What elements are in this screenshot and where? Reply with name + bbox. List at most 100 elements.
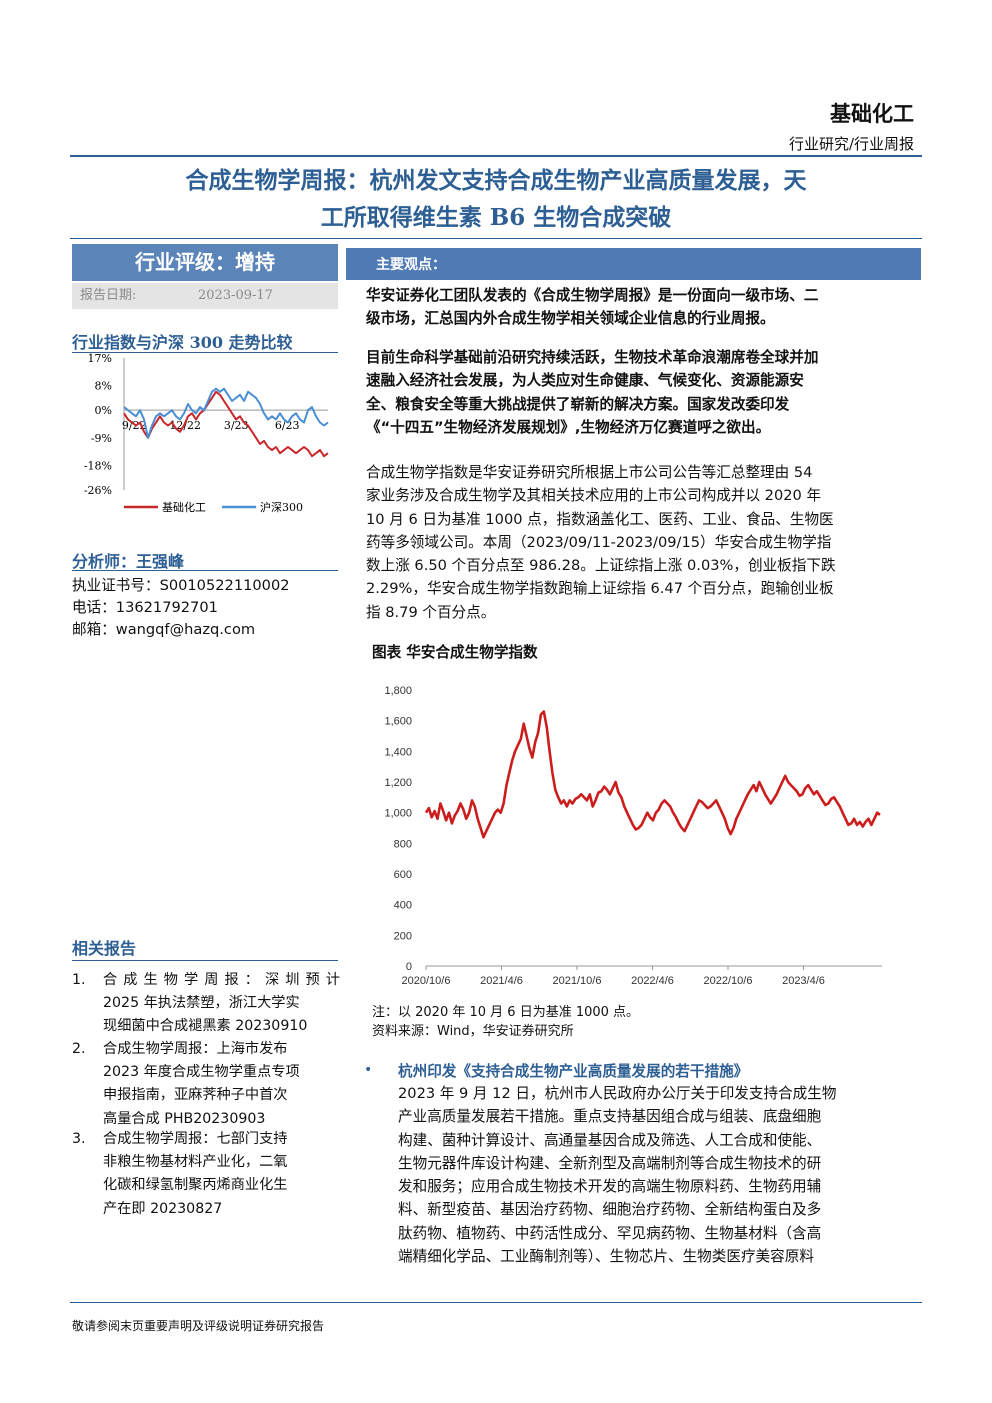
mini-y-tick-label: 17% bbox=[88, 352, 112, 365]
related-report-line: 现细菌中合成褪黑素 20230910 bbox=[103, 1018, 308, 1035]
text-line: 华安证券化工团队发表的《合成生物学周报》是一份面向一级市场、二 bbox=[366, 287, 819, 304]
text-line: 全、粮食安全等重大挑战提供了崭新的解决方案。国家发改委印发 bbox=[366, 395, 790, 413]
title-rule bbox=[70, 238, 922, 239]
text-line: 生物元器件库设计构建、全新剂型及高端制剂等合成生物技术的研 bbox=[398, 1154, 822, 1172]
industry-vs-csi300-chart: 17%8%0%-9%-18%-26% 9/22 12/22 3/23 6/23 基础化… bbox=[84, 352, 329, 514]
text-line: 指 8.79 个百分点。 bbox=[366, 603, 496, 621]
text-line: 药等多领域公司。本周（2023/09/11-2023/09/15）华安合成生物学… bbox=[366, 533, 832, 551]
analyst-rule bbox=[72, 570, 338, 571]
synbio-index-chart: 1,800 1,600 1,400 1,200 1,000 800 600 400 200 0 2… bbox=[384, 685, 882, 987]
mini-y-tick-label: -9% bbox=[91, 432, 112, 445]
main-y-tick-label: 0 bbox=[406, 961, 412, 973]
related-report-item[interactable]: 3. 合成生物学周报：七部门支持 非粮生物基材料产业化，二氧 化碳和绿氢制聚丙烯… bbox=[72, 1128, 340, 1221]
main-y-tick-label: 1,000 bbox=[384, 808, 412, 820]
related-report-line: 化碳和绿氢制聚丙烯商业化生 bbox=[103, 1177, 288, 1194]
background-paragraph: 目前生命科学基础前沿研究持续活跃，生物技术革命浪潮席卷全球并加 速融入经济社会发… bbox=[366, 346, 912, 439]
rating-badge: 行业评级：增持 bbox=[72, 244, 338, 281]
related-report-number: 1. bbox=[72, 972, 86, 988]
csi300-line bbox=[123, 387, 329, 439]
report-date-bar: 报告日期: 2023-09-17 bbox=[72, 283, 338, 309]
main-y-tick-label: 200 bbox=[394, 930, 412, 942]
main-x-tick-label: 2021/4/6 bbox=[480, 975, 523, 987]
main-x-tick-label: 2020/10/6 bbox=[402, 975, 451, 987]
main-y-tick-label: 1,400 bbox=[384, 746, 412, 758]
related-report-line: 合成生物学周报：深圳预计 bbox=[103, 972, 340, 988]
text-line: 速融入经济社会发展，为人类应对生命健康、气候变化、资源能源安 bbox=[366, 372, 804, 390]
bullet-icon: • bbox=[364, 1062, 373, 1078]
mini-y-tick-label: -18% bbox=[84, 459, 112, 472]
date-label: 报告日期: bbox=[80, 288, 137, 303]
figure-source: 资料来源：Wind，华安证券研究所 bbox=[372, 1024, 574, 1039]
date-value: 2023-09-17 bbox=[198, 288, 273, 303]
text-line: 《“十四五”生物经济发展规划》,生物经济万亿赛道呼之欲出。 bbox=[366, 418, 771, 436]
related-report-line: 2025 年执法禁塑，浙江大学实 bbox=[103, 995, 300, 1012]
main-y-tick-label: 1,600 bbox=[384, 716, 412, 728]
related-rule bbox=[72, 960, 338, 961]
news-heading: 杭州印发《支持合成生物产业高质量发展的若干措施》 bbox=[398, 1063, 749, 1080]
analyst-email: 邮箱：wangqf@hazq.com bbox=[72, 621, 256, 638]
main-y-tick-label: 800 bbox=[394, 838, 412, 850]
related-reports-heading: 相关报告 bbox=[72, 939, 137, 958]
legend-label-industry: 基础化工 bbox=[162, 500, 206, 514]
text-line: 家业务涉及合成生物学及其相关技术应用的上市公司构成并以 2020 年 bbox=[366, 487, 822, 505]
text-line: 目前生命科学基础前沿研究持续活跃，生物技术革命浪潮席卷全球并加 bbox=[366, 349, 819, 366]
main-x-tick-label: 2023/4/6 bbox=[782, 975, 825, 987]
mini-x-tick-label: 6/23 bbox=[275, 419, 300, 432]
analyst-heading: 分析师：王强峰 bbox=[72, 552, 185, 571]
industry-index-line bbox=[123, 390, 329, 458]
text-line: 料、新型疫苗、基因治疗药物、细胞治疗药物、全新结构蛋白及多 bbox=[398, 1201, 822, 1219]
mini-legend: 基础化工 沪深300 bbox=[124, 500, 303, 514]
index-paragraph: 合成生物学指数是华安证券研究所根据上市公司公告等汇总整理由 54 家业务涉及合成… bbox=[366, 461, 912, 624]
industry-label: 基础化工 bbox=[830, 101, 914, 126]
related-report-line: 合成生物学周报：上海市发布 bbox=[103, 1041, 288, 1057]
related-report-item[interactable]: 1. 合成生物学周报：深圳预计 2025 年执法禁塑，浙江大学实 现细菌中合成褪… bbox=[72, 969, 340, 1039]
related-report-line: 非粮生物基材料产业化，二氧 bbox=[103, 1154, 288, 1171]
figure-note: 注：以 2020 年 10 月 6 日为基准 1000 点。 bbox=[372, 1005, 640, 1020]
main-x-tick-label: 2022/10/6 bbox=[704, 975, 753, 987]
main-x-tick-label: 2022/4/6 bbox=[631, 975, 674, 987]
main-y-tick-label: 400 bbox=[394, 900, 412, 912]
report-type: 行业研究/行业周报 bbox=[788, 135, 914, 153]
related-report-number: 3. bbox=[72, 1131, 86, 1147]
text-line: 数上涨 6.50 个百分点至 986.28。上证综指上涨 0.03%，创业板指下… bbox=[366, 557, 836, 575]
text-line: 产业高质量发展若干措施。重点支持基因组合成与组装、底盘细胞 bbox=[398, 1108, 822, 1126]
text-line: 肽药物、植物药、中药活性成分、罕见病药物、生物基材料（含高 bbox=[398, 1224, 822, 1242]
mini-y-tick-label: 8% bbox=[95, 380, 112, 393]
key-views-bar: 主要观点： bbox=[346, 248, 921, 280]
main-y-tick-label: 1,200 bbox=[384, 777, 412, 789]
figure-title: 图表 华安合成生物学指数 bbox=[372, 644, 538, 661]
related-report-line: 高量合成 PHB20230903 bbox=[103, 1110, 266, 1127]
mini-chart-title: 行业指数与沪深 300 走势比较 bbox=[72, 333, 293, 352]
text-line: 10 月 6 日为基准 1000 点，指数涵盖化工、医药、工业、食品、生物医 bbox=[366, 510, 834, 528]
main-y-tick-label: 1,800 bbox=[384, 685, 412, 697]
mini-y-tick-label: -26% bbox=[84, 484, 112, 497]
main-y-tick-label: 600 bbox=[394, 869, 412, 881]
related-report-line: 申报指南，亚麻荠种子中首次 bbox=[103, 1087, 288, 1104]
report-title-line1: 合成生物学周报：杭州发文支持合成生物产业高质量发展，天 bbox=[185, 167, 807, 194]
mini-chart-rule bbox=[72, 352, 338, 353]
related-report-line: 合成生物学周报：七部门支持 bbox=[103, 1131, 288, 1147]
footer-rule bbox=[70, 1302, 922, 1303]
intro-paragraph: 华安证券化工团队发表的《合成生物学周报》是一份面向一级市场、二 级市场，汇总国内… bbox=[366, 284, 912, 331]
header-rule bbox=[70, 155, 922, 157]
related-report-item[interactable]: 2. 合成生物学周报：上海市发布 2023 年度合成生物学重点专项 申报指南，亚… bbox=[72, 1038, 340, 1131]
text-line: 级市场，汇总国内外合成生物学相关领域企业信息的行业周报。 bbox=[366, 310, 775, 328]
main-x-tick-label: 2021/10/6 bbox=[553, 975, 602, 987]
legend-label-csi300: 沪深300 bbox=[260, 500, 303, 514]
related-report-number: 2. bbox=[72, 1041, 86, 1057]
related-report-line: 2023 年度合成生物学重点专项 bbox=[103, 1064, 300, 1081]
text-line: 端精细化学品、工业酶制剂等）、生物芯片、生物类医疗美容原料 bbox=[398, 1248, 814, 1266]
related-report-line: 产在即 20230827 bbox=[103, 1200, 223, 1217]
analyst-phone: 电话：13621792701 bbox=[72, 599, 218, 616]
text-line: 构建、菌种计算设计、高通量基因合成及筛选、人工合成和使能、 bbox=[398, 1131, 822, 1149]
analyst-cert: 执业证书号：S0010522110002 bbox=[72, 577, 290, 594]
text-line: 2.29%，华安合成生物学指数跑输上证综指 6.47 个百分点，跑输创业板 bbox=[366, 580, 834, 598]
news-paragraph: 2023 年 9 月 12 日，杭州市人民政府办公厅关于印发支持合成生物 产业高… bbox=[398, 1082, 912, 1268]
footer-disclaimer: 敬请参阅末页重要声明及评级说明证券研究报告 bbox=[72, 1319, 325, 1333]
text-line: 发和服务；应用合成生物技术开发的高端生物原料药、生物药用辅 bbox=[398, 1178, 822, 1196]
mini-x-tick-label: 3/23 bbox=[224, 419, 249, 432]
text-line: 2023 年 9 月 12 日，杭州市人民政府办公厅关于印发支持合成生物 bbox=[398, 1085, 837, 1102]
synbio-index-line bbox=[424, 710, 881, 839]
report-title-line2: 工所取得维生素 B6 生物合成突破 bbox=[320, 204, 672, 231]
text-line: 合成生物学指数是华安证券研究所根据上市公司公告等汇总整理由 54 bbox=[366, 464, 813, 481]
